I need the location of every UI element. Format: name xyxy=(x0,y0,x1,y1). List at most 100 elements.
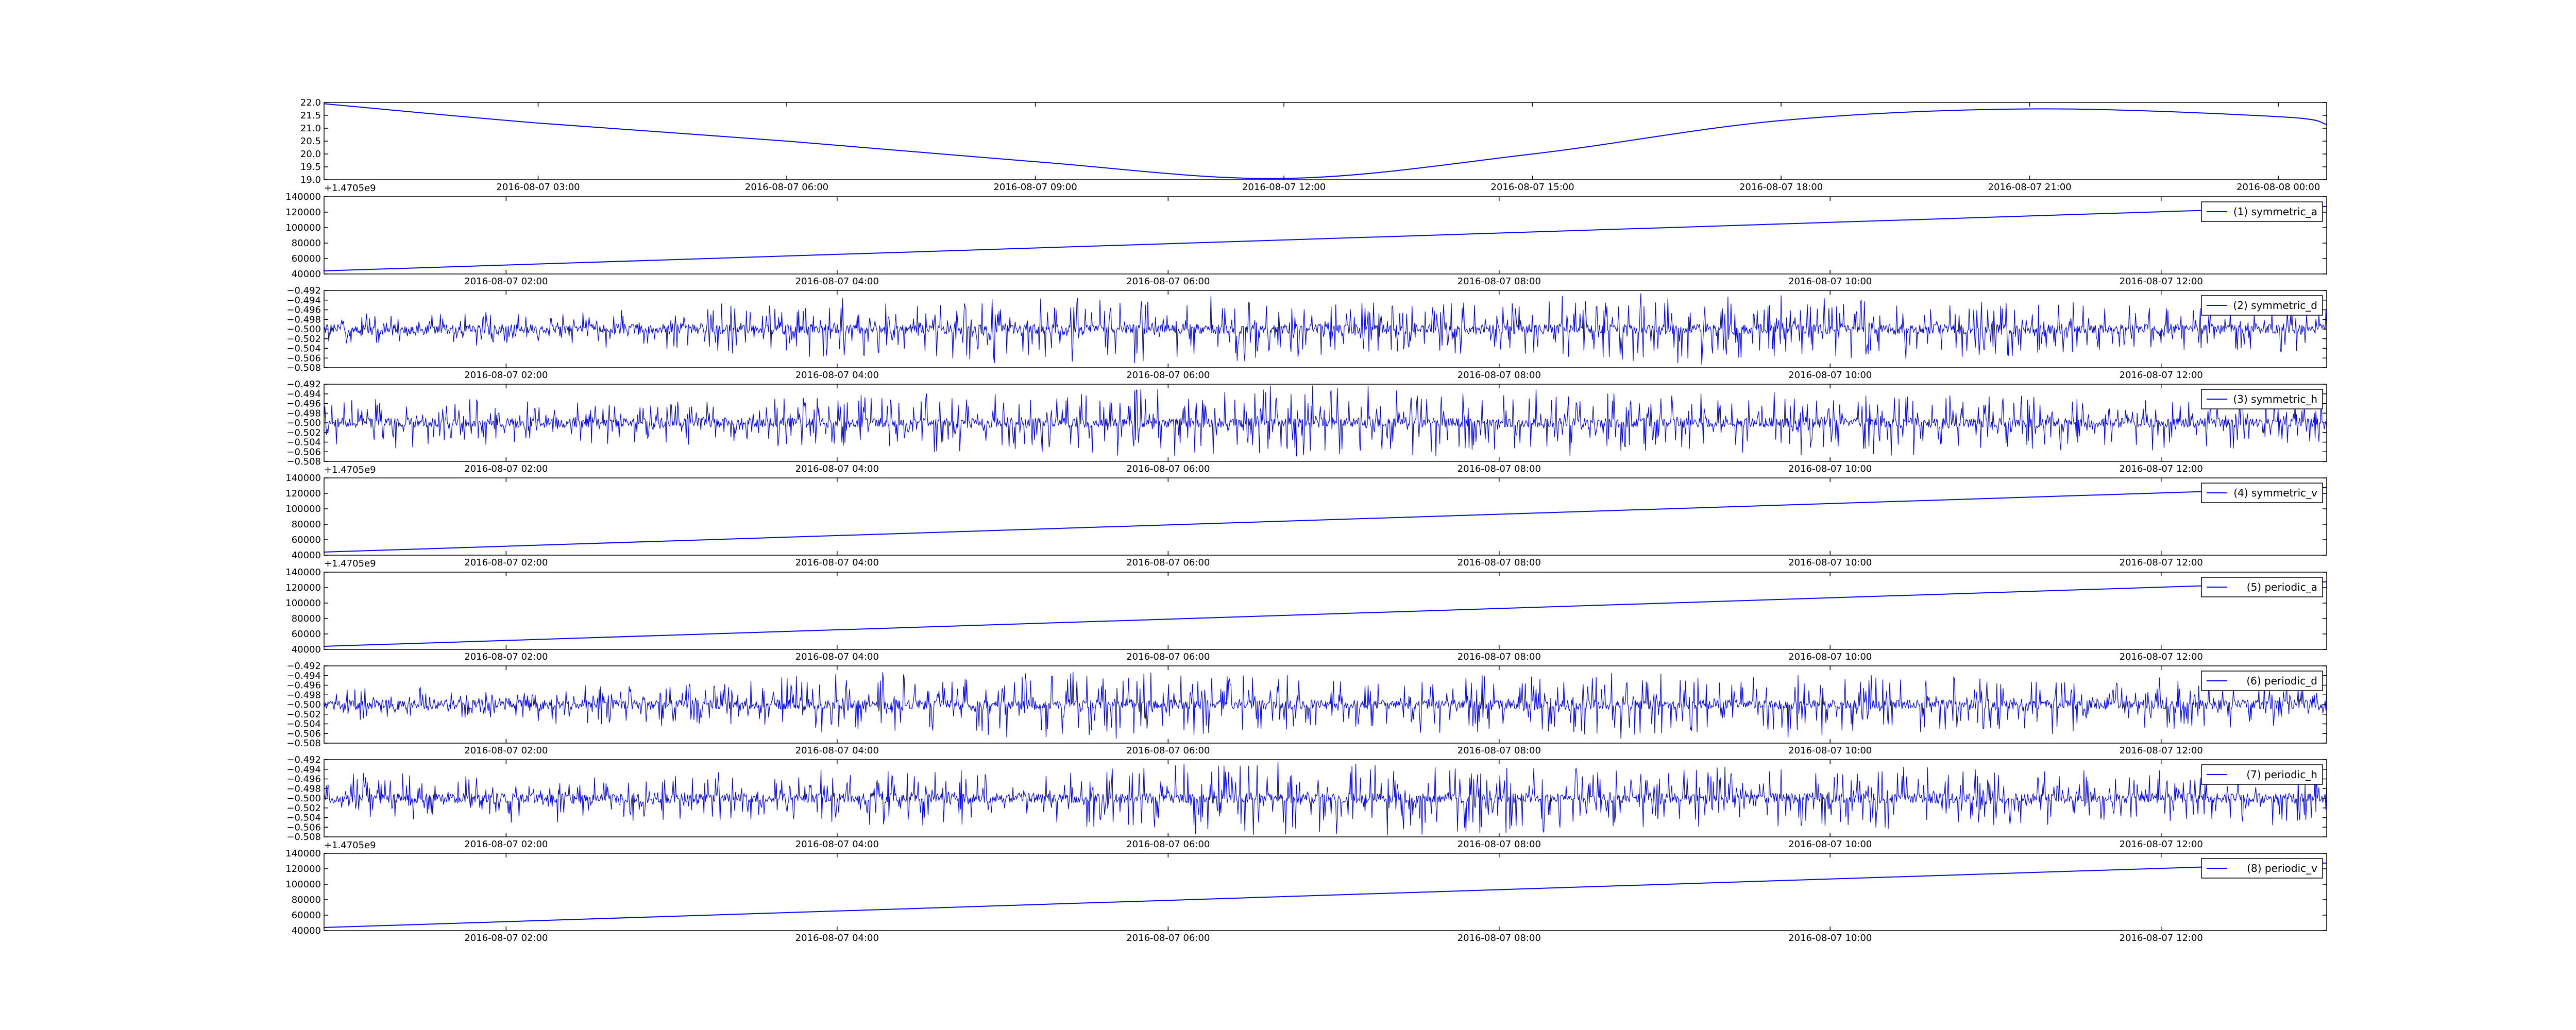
ytick-label: −0.492 xyxy=(286,379,321,390)
xtick-label: 2016-08-07 12:00 xyxy=(2120,464,2203,474)
legend-label: (6) periodic_d xyxy=(2246,675,2317,687)
legend-label: (4) symmetric_v xyxy=(2233,487,2317,499)
ytick-label: 40000 xyxy=(292,269,321,280)
series-line-1 xyxy=(324,672,2327,739)
legend: (7) periodic_h xyxy=(2201,764,2323,785)
ytick-label: 19.0 xyxy=(300,175,321,185)
axes-frame xyxy=(324,102,2327,180)
legend: (5) periodic_a xyxy=(2201,577,2323,597)
offset-text: +1.4705e9 xyxy=(324,558,376,569)
xtick-label: 2016-08-07 08:00 xyxy=(1458,745,1541,756)
xtick-label: 2016-08-07 03:00 xyxy=(496,182,580,193)
ytick-label: −0.508 xyxy=(286,363,321,373)
ytick-label: −0.492 xyxy=(286,754,321,765)
ytick-label: −0.498 xyxy=(286,314,321,325)
ytick-label: −0.494 xyxy=(286,389,321,400)
series-line-1 xyxy=(324,487,2327,553)
legend: (3) symmetric_h xyxy=(2201,389,2323,409)
ytick-label: 19.5 xyxy=(300,162,321,173)
ytick-label: 40000 xyxy=(292,644,321,655)
xtick-label: 2016-08-07 10:00 xyxy=(1788,933,1872,943)
xtick-label: 2016-08-07 04:00 xyxy=(795,370,879,381)
xtick-label: 2016-08-07 04:00 xyxy=(795,276,879,287)
legend-label: (7) periodic_h xyxy=(2246,768,2317,781)
series-line-1 xyxy=(324,862,2327,928)
ytick-label: 20.0 xyxy=(300,149,321,160)
ytick-label: 120000 xyxy=(285,488,321,499)
ytick-label: −0.496 xyxy=(286,774,321,785)
xtick-label: 2016-08-07 12:00 xyxy=(2120,651,2203,662)
series-line-1 xyxy=(324,581,2327,647)
xtick-label: 2016-08-07 04:00 xyxy=(795,651,879,662)
legend-box xyxy=(2201,483,2323,503)
xtick-label: 2016-08-07 10:00 xyxy=(1788,745,1872,756)
xtick-label: 2016-08-07 12:00 xyxy=(2120,370,2203,381)
xtick-label: 2016-08-07 06:00 xyxy=(1126,464,1210,474)
xtick-label: 2016-08-07 04:00 xyxy=(795,933,879,943)
xtick-label: 2016-08-07 06:00 xyxy=(1126,839,1210,850)
xtick-label: 2016-08-07 08:00 xyxy=(1458,933,1541,943)
ytick-label: 21.5 xyxy=(300,110,321,121)
ytick-label: −0.504 xyxy=(286,719,321,730)
ytick-label: 80000 xyxy=(292,613,321,624)
xtick-label: 2016-08-07 02:00 xyxy=(464,557,548,568)
subplot-8: −0.508−0.506−0.504−0.502−0.500−0.498−0.4… xyxy=(286,754,2327,851)
axes-frame xyxy=(324,384,2327,462)
ytick-label: −0.492 xyxy=(286,285,321,296)
xtick-label: 2016-08-07 12:00 xyxy=(2120,839,2203,850)
ytick-label: 21.0 xyxy=(300,123,321,134)
legend-label: (1) symmetric_a xyxy=(2233,205,2317,218)
xtick-label: 2016-08-07 02:00 xyxy=(464,933,548,943)
ytick-label: −0.500 xyxy=(286,418,321,428)
ytick-label: −0.506 xyxy=(286,728,321,739)
xtick-label: 2016-08-07 06:00 xyxy=(745,182,828,193)
xtick-label: 2016-08-07 02:00 xyxy=(464,370,548,381)
ytick-label: −0.498 xyxy=(286,783,321,794)
xtick-label: 2016-08-07 10:00 xyxy=(1788,651,1872,662)
xtick-label: 2016-08-07 04:00 xyxy=(795,745,879,756)
xtick-label: 2016-08-07 06:00 xyxy=(1126,370,1210,381)
subplot-4: −0.508−0.506−0.504−0.502−0.500−0.498−0.4… xyxy=(286,379,2327,475)
legend-label: (5) periodic_a xyxy=(2247,581,2317,593)
legend-label: (2) symmetric_d xyxy=(2233,299,2317,312)
xtick-label: 2016-08-07 12:00 xyxy=(2120,557,2203,568)
xtick-label: 2016-08-07 08:00 xyxy=(1458,276,1541,287)
ytick-label: −0.504 xyxy=(286,813,321,823)
ytick-label: −0.496 xyxy=(286,680,321,691)
xtick-label: 2016-08-07 08:00 xyxy=(1458,557,1541,568)
ytick-label: 20.5 xyxy=(300,136,321,147)
xtick-label: 2016-08-07 10:00 xyxy=(1788,557,1872,568)
offset-text: +1.4705e9 xyxy=(324,183,376,194)
xtick-label: 2016-08-07 02:00 xyxy=(464,651,548,662)
ytick-label: −0.498 xyxy=(286,408,321,419)
xtick-label: 2016-08-07 15:00 xyxy=(1491,182,1574,193)
xtick-label: 2016-08-07 10:00 xyxy=(1788,370,1872,381)
ytick-label: −0.502 xyxy=(286,803,321,814)
ytick-label: 60000 xyxy=(292,629,321,640)
legend: (8) periodic_v xyxy=(2201,858,2323,879)
xtick-label: 2016-08-07 06:00 xyxy=(1126,276,1210,287)
ytick-label: 60000 xyxy=(292,535,321,545)
ytick-label: 140000 xyxy=(285,192,321,202)
ytick-label: −0.500 xyxy=(286,699,321,710)
ytick-label: −0.508 xyxy=(286,456,321,467)
ytick-label: 100000 xyxy=(285,222,321,233)
ytick-label: −0.494 xyxy=(286,295,321,306)
xtick-label: 2016-08-07 10:00 xyxy=(1788,464,1872,474)
axes-frame xyxy=(324,196,2327,274)
xtick-label: 2016-08-07 10:00 xyxy=(1788,276,1872,287)
subplot-3: −0.508−0.506−0.504−0.502−0.500−0.498−0.4… xyxy=(286,285,2327,381)
ytick-label: −0.502 xyxy=(286,427,321,438)
ytick-label: 40000 xyxy=(292,925,321,936)
legend: (4) symmetric_v xyxy=(2201,483,2323,503)
ytick-label: 140000 xyxy=(285,567,321,578)
ytick-label: −0.508 xyxy=(286,738,321,749)
xtick-label: 2016-08-07 02:00 xyxy=(464,276,548,287)
axes-frame xyxy=(324,477,2327,556)
axes-frame xyxy=(324,665,2327,744)
axes-frame xyxy=(324,759,2327,837)
xtick-label: 2016-08-07 02:00 xyxy=(464,745,548,756)
ytick-label: 100000 xyxy=(285,598,321,609)
ytick-label: −0.506 xyxy=(286,447,321,457)
